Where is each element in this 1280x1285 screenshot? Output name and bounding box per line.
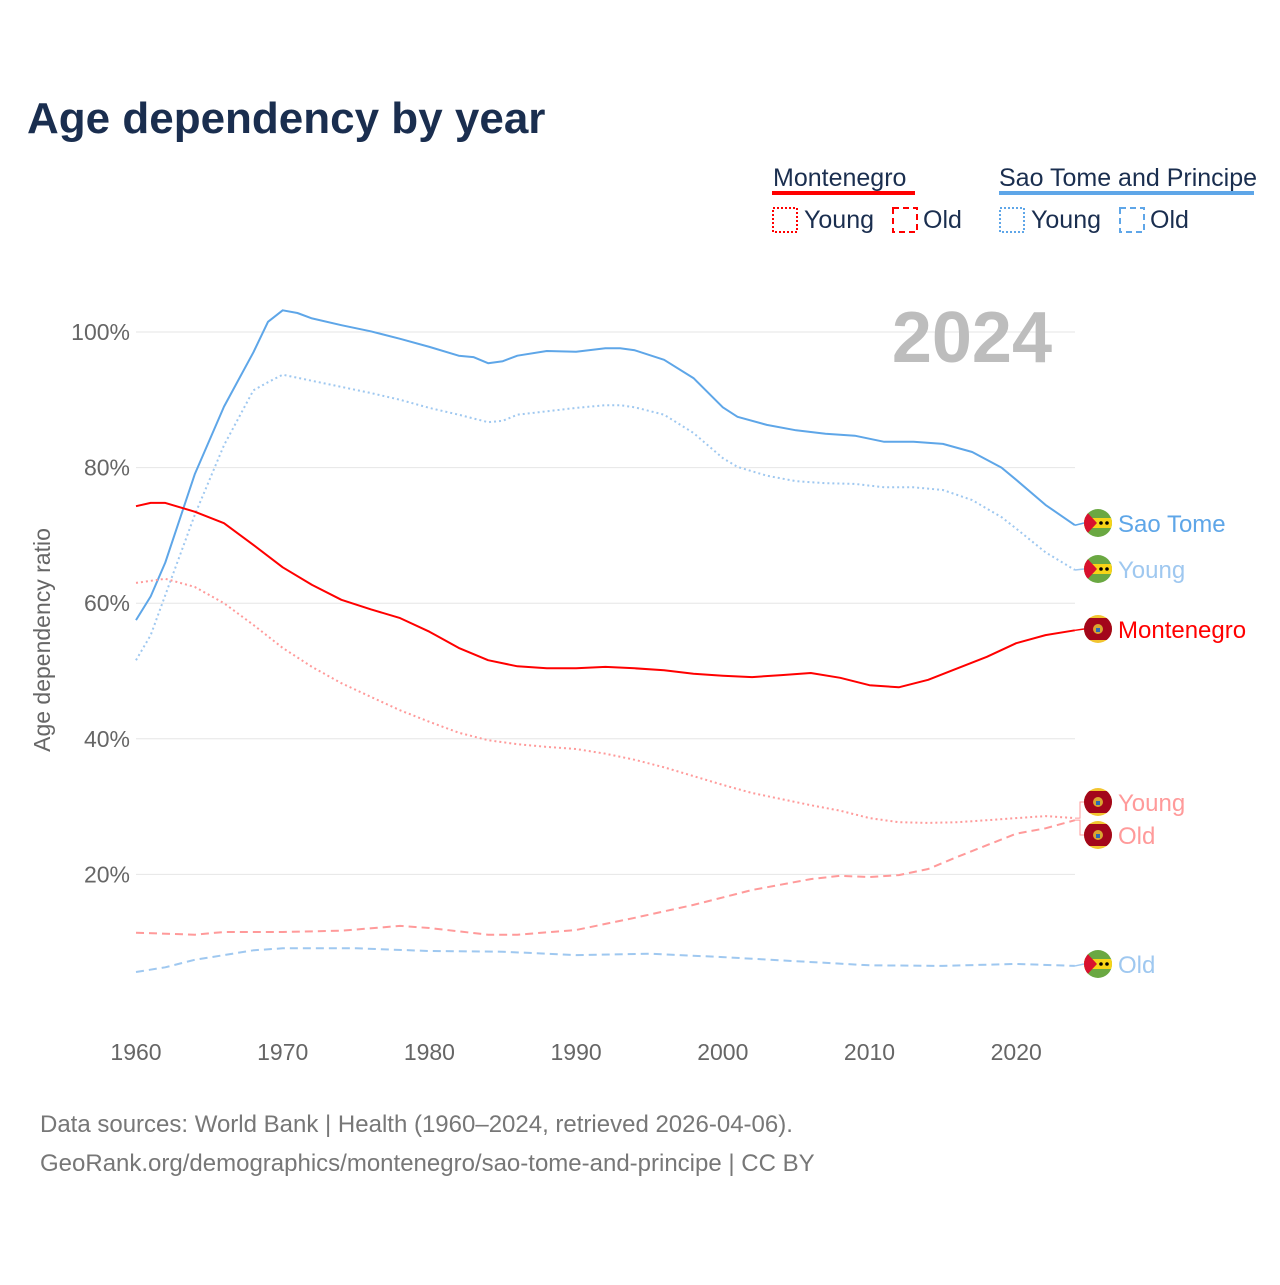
x-tick-label: 1970 (257, 1039, 308, 1065)
year-badge: 2024 (892, 298, 1052, 378)
legend-swatch-dotted (772, 207, 798, 233)
leader-line (1074, 522, 1085, 526)
chart-title: Age dependency by year (27, 94, 545, 143)
x-tick-label: 1990 (551, 1039, 602, 1065)
end-label-0: Sao Tome (1074, 509, 1226, 538)
y-tick-label: 100% (71, 319, 130, 345)
end-labels: Sao Tome Young Montenegro Young Old Old (1074, 509, 1246, 979)
legend-group-montenegro[interactable]: Montenegro (773, 164, 906, 192)
leader-line (1074, 568, 1085, 571)
end-label-text: Young (1118, 557, 1185, 584)
axis-ticks: 20% 40% 60% 80% 100% 1960 1970 1980 1990 2000 2010… (71, 319, 1042, 1065)
end-label-3: Montenegro (1074, 615, 1246, 644)
series-lines (135, 309, 1076, 973)
montenegro-flag-icon (1084, 788, 1112, 816)
end-label-text: Montenegro (1118, 617, 1246, 644)
legend-swatch-dotted (999, 207, 1025, 233)
sao-tome-flag-icon (1084, 509, 1112, 537)
sao-tome-flag-icon (1084, 555, 1112, 583)
leader-line (1075, 819, 1086, 836)
leader-line (1074, 963, 1085, 967)
legend-item-sao-tome-old[interactable]: Old (1150, 206, 1189, 234)
end-label-text: Old (1118, 952, 1155, 979)
series-line-3[interactable] (135, 501, 1076, 689)
series-line-5[interactable] (135, 819, 1076, 936)
y-tick-label: 80% (84, 455, 130, 481)
end-label-text: Young (1118, 790, 1185, 817)
legend-group-sao-tome[interactable]: Sao Tome and Principe (999, 164, 1257, 192)
x-tick-label: 1980 (404, 1039, 455, 1065)
legend-item-sao-tome-young[interactable]: Young (1031, 206, 1101, 234)
end-label-text: Old (1118, 823, 1155, 850)
series-line-2[interactable] (135, 947, 1075, 973)
series-line-4[interactable] (135, 577, 1075, 824)
legend-item-montenegro-young[interactable]: Young (804, 206, 874, 234)
end-label-5: Old (1075, 819, 1155, 850)
source-text: Data sources: World Bank | Health (1960–… (40, 1111, 793, 1138)
legend-item-montenegro-old[interactable]: Old (923, 206, 962, 234)
source-url[interactable]: GeoRank.org/demographics/montenegro/sao-… (40, 1150, 815, 1177)
y-tick-label: 60% (84, 590, 130, 616)
end-label-2: Old (1074, 950, 1155, 979)
x-tick-label: 2020 (991, 1039, 1042, 1065)
y-tick-label: 40% (84, 726, 130, 752)
end-label-4: Young (1075, 788, 1185, 819)
series-line-1[interactable] (135, 373, 1076, 661)
y-tick-label: 20% (84, 861, 130, 887)
end-label-1: Young (1074, 555, 1185, 584)
montenegro-flag-icon (1084, 615, 1112, 643)
x-tick-label: 2000 (697, 1039, 748, 1065)
montenegro-flag-icon (1084, 821, 1112, 849)
legend-swatch-dashed (1119, 207, 1145, 233)
y-axis-label: Age dependency ratio (29, 528, 55, 752)
series-line-0[interactable] (135, 309, 1076, 621)
x-tick-label: 1960 (110, 1039, 161, 1065)
legend-swatch-dashed (892, 207, 918, 233)
end-label-text: Sao Tome (1118, 511, 1226, 538)
x-tick-label: 2010 (844, 1039, 895, 1065)
leader-line (1074, 628, 1085, 632)
gridlines (136, 331, 1075, 875)
legend: Montenegro Young Old Sao Tome and Princi… (772, 164, 1257, 234)
sao-tome-flag-icon (1084, 950, 1112, 978)
leader-line (1075, 801, 1086, 819)
